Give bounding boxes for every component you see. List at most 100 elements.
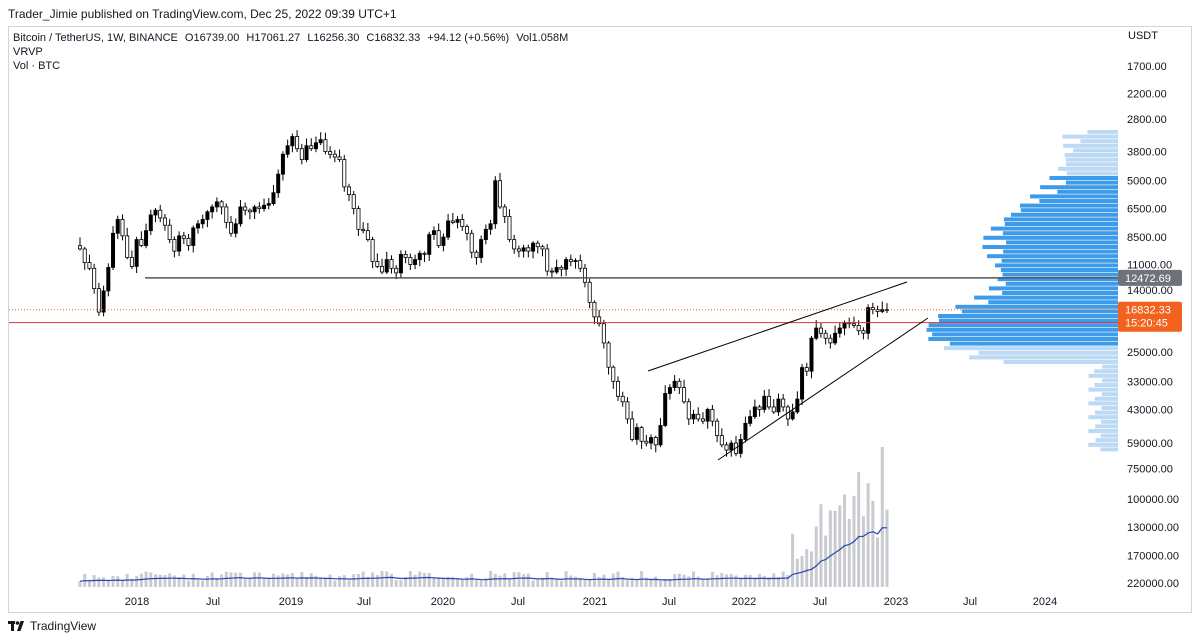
candle [148, 214, 153, 232]
candle [233, 223, 238, 234]
volume-bar [205, 576, 209, 587]
time-axis: 2018 Jul 2019 Jul 2020 Jul 2021 Jul 2022 Jul 2023 J… [125, 596, 1057, 608]
candle [356, 208, 361, 230]
time-tick-label: 2022 [732, 596, 756, 608]
volume-bar [399, 579, 403, 587]
volume-bar [158, 574, 162, 587]
candle [384, 259, 389, 273]
volume-bar [196, 578, 200, 587]
volume-profile-row [1065, 180, 1118, 185]
volume-bar [191, 573, 195, 587]
volume-bar [220, 574, 224, 587]
volume-bar [828, 510, 832, 587]
time-tick-label: 2023 [884, 596, 908, 608]
wedge-lower-trendline[interactable] [717, 317, 929, 461]
time-tick-label: Jul [662, 596, 676, 608]
volume-bar [791, 533, 795, 587]
volume-profile-row [982, 245, 1118, 249]
candle [365, 230, 370, 240]
candle [219, 201, 224, 208]
volume-bar [677, 573, 681, 587]
candle [833, 332, 838, 344]
candle [677, 380, 682, 388]
volume-bar [248, 577, 252, 587]
volume-bar [352, 574, 356, 587]
price-tick-label: 2800.00 [1127, 114, 1167, 126]
last-price-label-bg [1118, 301, 1182, 332]
symbol-label[interactable]: Bitcoin / TetherUS, 1W, BINANCE [13, 32, 178, 44]
candle [502, 206, 507, 217]
candle [318, 139, 323, 144]
close-value: C16832.33 [366, 32, 421, 44]
volume-bar [838, 505, 842, 587]
volume-bar [673, 574, 677, 587]
indicator-volume[interactable]: Vol · BTC [13, 60, 61, 72]
candle [649, 437, 654, 444]
volume-profile-row [1095, 410, 1118, 415]
volume-bar [687, 576, 691, 587]
volume-bar [743, 574, 747, 587]
volume-profile-row [1080, 139, 1118, 144]
volume-profile-row [1100, 447, 1118, 452]
volume-profile-row [1102, 364, 1118, 369]
volume-bar [592, 572, 596, 587]
volume-bar [267, 578, 271, 587]
candle [243, 206, 248, 211]
wedge-upper-trendline[interactable] [647, 281, 908, 372]
axis-unit-label: USDT [1128, 30, 1158, 42]
candle [488, 223, 493, 230]
candle [663, 393, 668, 426]
volume-bar [578, 577, 582, 587]
footer: TradingView [8, 619, 96, 633]
candle [856, 324, 861, 332]
volume-bar [333, 580, 337, 587]
volume-profile-row [928, 323, 1118, 328]
volume-bar [172, 575, 176, 587]
volume-bar [290, 572, 294, 587]
last-price-label: 16832.33 [1125, 305, 1171, 317]
candle [870, 307, 875, 310]
candle [715, 420, 720, 437]
volume-bar [413, 574, 417, 587]
volume-bar [323, 577, 327, 587]
volume-bar [177, 577, 181, 587]
volume-bar [305, 576, 309, 587]
volume-profile-row [1003, 249, 1118, 254]
time-tick-label: 2019 [279, 596, 303, 608]
candle [630, 418, 635, 440]
volume-bar [814, 526, 818, 587]
volume-profile-row [1006, 240, 1118, 245]
volume-bar [805, 549, 809, 587]
volume-profile-row [1062, 134, 1118, 139]
price-tick-label: 3800.00 [1127, 147, 1167, 159]
price-tick-label: 14000.00 [1127, 285, 1173, 297]
candle [578, 260, 583, 269]
volume-bar [356, 573, 360, 587]
volume-profile-row [1094, 383, 1118, 387]
volume-profile-row [1020, 208, 1118, 213]
publish-info: Trader_Jimie published on TradingView.co… [8, 7, 397, 21]
candle [823, 332, 828, 339]
volume-bar [871, 500, 875, 587]
volume-bar [866, 483, 870, 587]
price-tick-label: 59000.00 [1127, 438, 1173, 450]
volume-profile-row [1101, 392, 1118, 397]
volume-bar [597, 576, 601, 587]
candle [111, 232, 116, 268]
candle [752, 406, 757, 418]
indicator-vrvp[interactable]: VRVP [13, 46, 43, 58]
volume-bar [644, 577, 648, 587]
volume-bar [319, 577, 323, 587]
volume-bar [876, 537, 880, 587]
price-tick-label: 43000.00 [1127, 404, 1173, 416]
volume-profile-row [1100, 433, 1118, 438]
candle [309, 145, 314, 150]
volume-ma-line [79, 527, 888, 582]
volume-bar [149, 572, 153, 587]
volume-bar [739, 578, 743, 587]
volume-bar [602, 574, 606, 587]
price-tick-label: 6500.00 [1127, 204, 1167, 216]
candle [559, 266, 564, 270]
candle [526, 247, 531, 252]
